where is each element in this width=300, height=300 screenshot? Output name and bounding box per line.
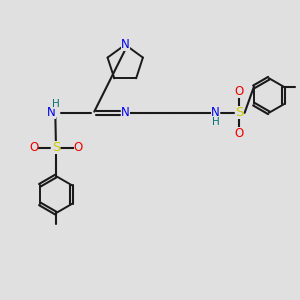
Text: O: O — [235, 85, 244, 98]
Text: O: O — [29, 141, 38, 154]
Text: N: N — [121, 38, 130, 51]
Text: H: H — [212, 117, 220, 127]
Text: S: S — [235, 106, 243, 119]
Text: N: N — [121, 106, 130, 119]
Text: S: S — [52, 141, 60, 154]
Text: O: O — [235, 128, 244, 140]
Text: N: N — [47, 106, 56, 119]
Text: N: N — [211, 106, 220, 119]
Text: O: O — [74, 141, 83, 154]
Text: H: H — [52, 99, 59, 109]
